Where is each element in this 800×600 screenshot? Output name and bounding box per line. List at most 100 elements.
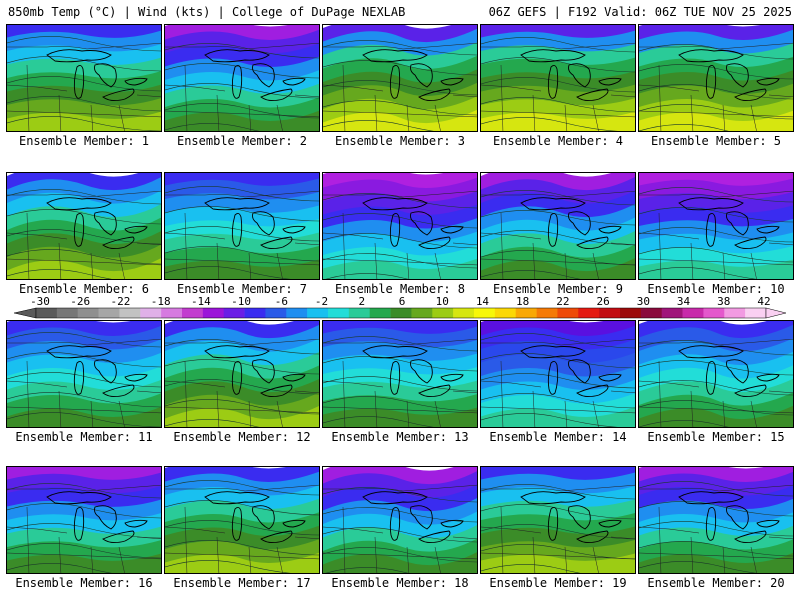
colorbar-swatch <box>369 308 391 318</box>
temperature-map <box>165 173 319 279</box>
ensemble-map-panel <box>6 466 162 574</box>
ensemble-member-label: Ensemble Member: 15 <box>647 430 785 444</box>
colorbar-swatch <box>557 308 579 318</box>
height-contour <box>481 270 581 279</box>
height-contour <box>7 56 161 72</box>
height-contour <box>7 36 161 52</box>
temperature-map <box>481 321 635 427</box>
temperature-band <box>323 407 477 427</box>
state-border <box>165 526 226 534</box>
state-border <box>216 242 220 279</box>
map-title: 850mb Temp (°C) | Wind (kts) | College o… <box>8 5 406 19</box>
colorbar-right-arrow <box>765 307 787 319</box>
state-border <box>374 242 378 279</box>
state-border <box>342 360 346 427</box>
height-contour <box>7 249 161 265</box>
height-contour <box>481 210 635 226</box>
great-lake-outline <box>756 225 780 234</box>
height-contour <box>639 84 793 100</box>
state-border <box>481 406 635 414</box>
ensemble-member-label: Ensemble Member: 18 <box>331 576 469 590</box>
state-border <box>323 380 384 388</box>
ensemble-map-panel <box>164 320 320 428</box>
height-contour <box>323 356 477 372</box>
great-lake-outline <box>576 88 609 102</box>
colorbar-swatch <box>328 308 350 318</box>
state-border <box>452 390 477 394</box>
state-border <box>768 94 793 98</box>
state-border <box>90 104 94 131</box>
height-contour <box>165 246 319 262</box>
ensemble-map-panel <box>322 24 478 132</box>
state-border <box>452 242 477 246</box>
great-lake-outline <box>678 491 744 505</box>
colorbar-tick-label: -6 <box>274 295 288 308</box>
height-contour <box>165 540 319 556</box>
height-contour <box>165 226 319 242</box>
temperature-band <box>7 553 161 573</box>
great-lake-outline <box>204 197 270 211</box>
height-contour <box>165 63 319 79</box>
great-lake-outline <box>252 359 275 384</box>
state-border <box>58 242 62 279</box>
great-lake-outline <box>418 530 451 544</box>
height-contour <box>165 103 319 119</box>
state-border <box>406 400 410 427</box>
state-border <box>184 360 188 427</box>
state-border <box>722 400 726 427</box>
great-lake-outline <box>756 519 780 528</box>
temperature-band <box>165 259 319 279</box>
state-border <box>434 252 441 279</box>
state-border <box>500 64 504 131</box>
state-border <box>323 338 477 346</box>
state-border <box>165 258 319 266</box>
ensemble-member-label: Ensemble Member: 6 <box>18 282 150 296</box>
colorbar-tick-label: 34 <box>676 295 691 308</box>
height-contour <box>481 524 635 540</box>
ensemble-map-panel <box>480 172 636 280</box>
temperature-map <box>639 173 793 279</box>
colorbar-tick-label: 22 <box>556 295 570 308</box>
state-border <box>294 242 319 246</box>
temperature-map <box>7 25 161 131</box>
great-lake-outline <box>756 373 780 382</box>
state-border <box>294 390 319 394</box>
state-border <box>564 104 568 131</box>
state-border <box>768 390 793 394</box>
state-border <box>323 484 477 492</box>
height-contour <box>323 507 477 523</box>
state-border <box>564 252 568 279</box>
state-border <box>434 400 441 427</box>
state-border <box>7 258 161 266</box>
height-contour <box>481 504 635 520</box>
state-border <box>481 84 542 92</box>
state-border <box>342 212 346 279</box>
state-border <box>481 190 635 198</box>
great-lake-outline <box>410 211 433 236</box>
great-lake-outline <box>726 63 749 88</box>
colorbar-swatch <box>515 308 537 318</box>
state-border <box>165 42 319 50</box>
great-lake-outline <box>204 491 270 505</box>
state-border <box>58 536 62 573</box>
state-border <box>481 110 635 118</box>
colorbar-swatch <box>348 308 371 318</box>
temperature-colorbar: -30 -26 -22 -18 -14 -10 -6 -2 2 6 10 14 18 22 26 30 34 38… <box>0 296 800 320</box>
temperature-map <box>323 173 477 279</box>
height-contour <box>165 43 319 59</box>
temperature-band <box>639 110 793 131</box>
state-border <box>532 242 536 279</box>
state-border <box>216 536 220 573</box>
height-contour <box>639 247 793 263</box>
height-contour <box>165 560 291 573</box>
colorbar-swatch <box>286 308 308 318</box>
height-contour <box>323 376 477 392</box>
ensemble-map-panel <box>322 466 478 574</box>
colorbar-swatch <box>494 308 517 318</box>
state-border <box>639 190 793 198</box>
great-lake-outline <box>389 212 401 247</box>
height-contour <box>323 396 477 412</box>
colorbar-swatch <box>640 308 663 318</box>
height-contour <box>639 124 729 131</box>
great-lake-outline <box>568 211 591 236</box>
